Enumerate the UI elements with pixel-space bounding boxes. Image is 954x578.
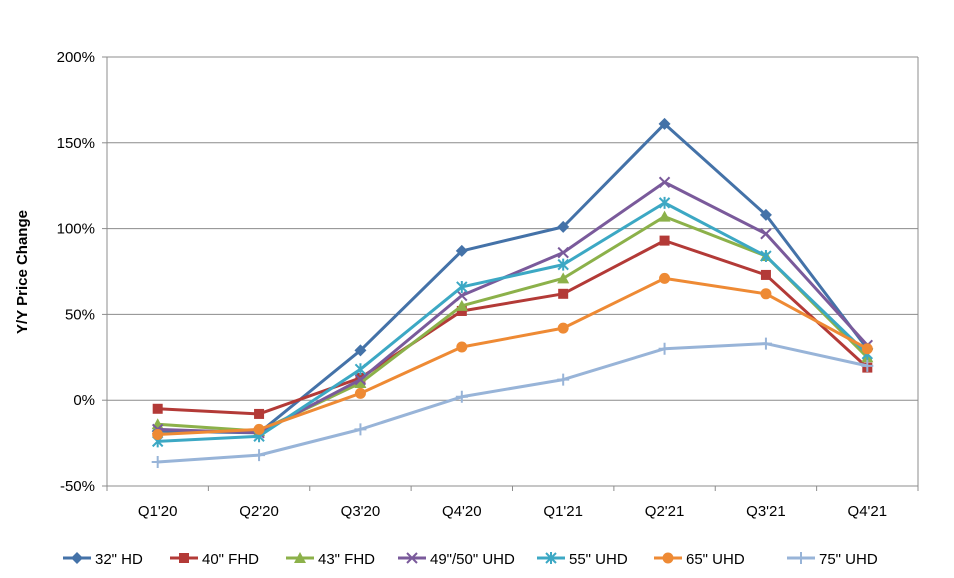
y-tick-label: 0% [73,392,95,409]
data-point [658,342,671,355]
x-tick-label: Q4'21 [848,503,888,520]
data-point [455,390,468,403]
data-point [759,208,772,221]
data-point [456,289,468,302]
legend-label: 43" FHD [318,551,375,568]
legend: 32" HD 40" FHD 43" FHD 49"/50" UHD 55" UHD 65… [63,551,878,568]
legend-item-75-uhd: 75" UHD [787,551,878,568]
series-43-fhd [151,210,874,437]
data-point [557,220,570,233]
y-tick-label: -50% [60,478,95,495]
legend-label: 65" UHD [686,551,745,568]
data-point [455,244,468,257]
y-axis-title: Y/Y Price Change [14,210,31,334]
legend-item-55-uhd: 55" UHD [537,551,628,568]
y-tick-labels: -50% 0% 50% 100% 150% 200% [57,49,95,495]
x-tick-label: Q3'20 [341,503,381,520]
data-point [861,343,873,355]
x-tick-labels: Q1'20 Q2'20 Q3'20 Q4'20 Q1'21 Q2'21 Q3'21 Q4'21 [138,503,887,520]
legend-label: 55" UHD [569,551,628,568]
legend-label: 49"/50" UHD [430,551,515,568]
legend-marker [406,552,418,564]
data-point [557,258,569,271]
legend-marker [545,552,557,564]
data-point [354,344,367,357]
legend-item-65-uhd: 65" UHD [654,551,745,568]
y-tick-label: 200% [57,49,95,66]
data-point [558,288,569,299]
data-point [456,305,467,316]
data-point [557,322,569,334]
series-line [157,180,869,435]
data-point [254,408,265,419]
data-point [861,359,874,372]
data-point [151,455,164,468]
legend-label: 75" UHD [819,551,878,568]
series-line [157,239,869,416]
legend-marker [71,552,83,564]
data-point [354,373,367,386]
data-point [760,269,771,280]
data-point [152,429,164,441]
data-point [760,250,772,263]
series-line [157,215,869,433]
x-tick-label: Q2'21 [645,503,685,520]
data-point [659,235,670,246]
data-point [760,228,772,240]
legend-item-32-hd: 32" HD [63,551,143,568]
data-point [354,387,366,399]
series-65-uhd [152,272,873,441]
y-tick-label: 50% [65,306,95,323]
x-tick-label: Q1'20 [138,503,178,520]
data-point [659,272,671,284]
data-point [658,210,671,222]
series-75-uhd [151,337,874,468]
data-point [253,423,265,435]
x-tick-label: Q2'20 [239,503,279,520]
series-line [157,122,869,435]
legend-item-43-fhd: 43" FHD [286,551,375,568]
data-point [760,288,772,300]
y-tick-label: 100% [57,221,95,238]
series-group [151,117,874,468]
data-point [456,280,468,293]
data-point [557,373,570,386]
legend-marker [294,552,306,563]
data-point [354,377,367,389]
data-point [557,272,570,284]
series-line [157,276,869,437]
data-point [152,403,163,414]
series-40-fhd [152,235,873,419]
axes [106,57,919,491]
data-point [658,117,671,130]
data-point [658,196,671,209]
x-tick-label: Q3'21 [746,503,786,520]
data-point [557,246,569,259]
legend-label: 32" HD [95,551,143,568]
x-tick-label: Q1'21 [543,503,583,520]
legend-item-49-50-uhd: 49"/50" UHD [398,551,515,568]
legend-marker [662,552,674,564]
y-tick-label: 150% [57,135,95,152]
legend-marker [795,552,807,564]
data-point [455,299,468,311]
gridlines [102,56,918,487]
data-point [456,341,468,353]
legend-label: 40" FHD [202,551,259,568]
legend-item-40-fhd: 40" FHD [170,551,259,568]
data-point [759,337,772,350]
data-point [658,176,671,188]
data-point [253,449,266,462]
data-point [354,423,367,436]
data-point [354,363,367,376]
legend-marker [179,553,189,563]
series-line [157,342,868,464]
x-tick-label: Q4'20 [442,503,482,520]
series-line [157,201,869,443]
